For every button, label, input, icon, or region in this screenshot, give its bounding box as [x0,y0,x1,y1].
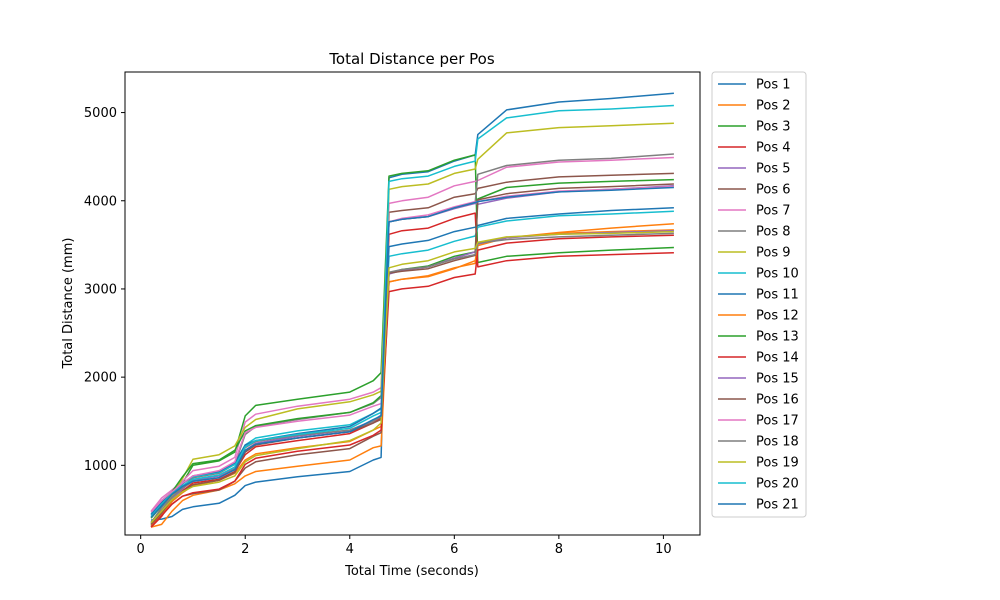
series-line-10 [150,210,674,515]
series-line-13 [150,178,674,519]
legend-label: Pos 7 [756,204,791,219]
series-line-3 [150,154,674,526]
series-line-12 [150,229,674,526]
legend-label: Pos 11 [756,288,799,303]
legend-frame [711,71,807,518]
legend-label: Pos 17 [756,414,799,429]
legend-label: Pos 15 [756,372,799,387]
y-tick-label: 5000 [84,106,117,121]
legend-label: Pos 19 [756,456,799,471]
series-lines [150,92,674,528]
series-line-6 [150,172,674,527]
series-line-14 [150,234,674,528]
x-tick-label: 10 [655,542,672,557]
legend-label: Pos 1 [756,78,791,93]
series-line-1 [151,92,674,521]
y-tick-label: 2000 [84,371,117,386]
y-tick-label: 3000 [84,282,117,297]
legend-label: Pos 4 [756,141,791,156]
legend-label: Pos 3 [756,120,791,135]
legend-label: Pos 5 [756,162,791,177]
legend-label: Pos 2 [756,99,791,114]
series-line-20 [150,104,674,517]
legend-label: Pos 12 [756,309,799,324]
x-tick-label: 6 [450,542,458,557]
legend-label: Pos 6 [756,183,791,198]
y-axis: 1000 2000 3000 4000 5000 [84,106,125,474]
x-tick-label: 8 [555,542,563,557]
x-tick-label: 4 [346,542,354,557]
chart-title: Total Distance per Pos [328,50,495,68]
plot-area-frame [124,71,701,536]
legend-label: Pos 10 [756,267,799,282]
series-line-7 [150,156,674,512]
x-axis-label: Total Time (seconds) [344,564,479,579]
legend-label: Pos 20 [756,477,799,492]
y-axis-label: Total Distance (mm) [61,238,76,370]
series-line-9 [150,122,674,525]
legend-label: Pos 18 [756,435,799,450]
x-tick-label: 2 [241,542,249,557]
series-line-19 [150,230,674,524]
series-line-21 [150,186,674,518]
series-line-15 [150,229,674,524]
series-line-4 [150,212,674,528]
legend-label: Pos 13 [756,330,799,345]
series-line-16 [150,183,674,525]
series-line-2 [150,222,674,528]
legend-label: Pos 16 [756,393,799,408]
y-tick-label: 4000 [84,194,117,209]
x-tick-label: 0 [137,542,145,557]
legend: Pos 1 Pos 2 Pos 3 Pos 4 Pos 5 Pos 6 Pos 7 Pos 8… [711,71,807,518]
legend-label: Pos 21 [756,498,799,513]
y-tick-label: 1000 [84,459,117,474]
legend-label: Pos 9 [756,246,791,261]
legend-label: Pos 14 [756,351,799,366]
series-line-11 [150,207,674,516]
x-axis: 0 2 4 6 8 10 [137,535,672,557]
legend-label: Pos 8 [756,225,791,240]
